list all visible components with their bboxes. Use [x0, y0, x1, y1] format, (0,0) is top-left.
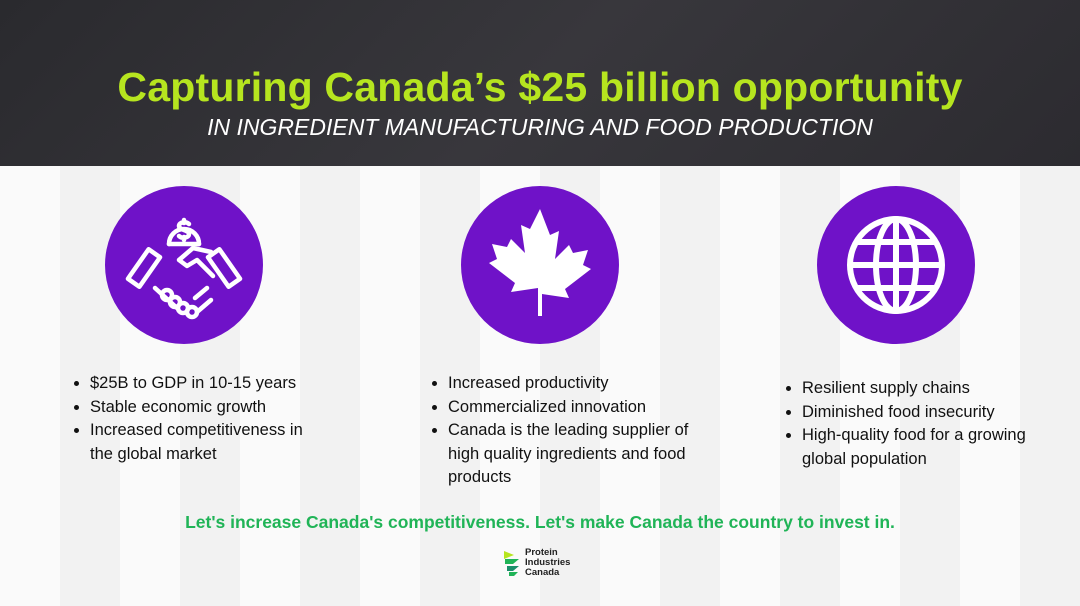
call-to-action: Let's increase Canada's competitiveness.… [185, 512, 895, 532]
protein-industries-canada-logo: Protein Industries Canada [503, 548, 570, 578]
header-banner: Capturing Canada’s $25 billion opportuni… [0, 0, 1080, 166]
page-subtitle: IN INGREDIENT MANUFACTURING AND FOOD PRO… [207, 114, 873, 140]
list-item: Stable economic growth [90, 396, 322, 420]
page-title: Capturing Canada’s $25 billion opportuni… [117, 64, 963, 110]
list-item: Commercialized innovation [448, 396, 700, 420]
list-item: Increased competitiveness in the global … [90, 419, 322, 466]
logo-text: Industries [525, 557, 571, 568]
globe-icon [817, 186, 975, 344]
list-item: High-quality food for a growing global p… [802, 424, 1034, 471]
list-item: Canada is the leading supplier of high q… [448, 419, 700, 490]
logo-text: Canada [525, 567, 560, 578]
logo-text: Protein [525, 547, 558, 558]
logo-mark-icon [504, 551, 519, 576]
list-item: Diminished food insecurity [802, 401, 1034, 425]
list-item: Resilient supply chains [802, 377, 1034, 401]
benefits-column-canada: Increased productivity Commercialized in… [430, 372, 700, 490]
maple-leaf-icon [461, 186, 619, 344]
benefits-column-global: Resilient supply chains Diminished food … [784, 377, 1034, 471]
handshake-dollar-icon [105, 186, 263, 344]
list-item: $25B to GDP in 10-15 years [90, 372, 322, 396]
list-item: Increased productivity [448, 372, 700, 396]
benefits-column-economy: $25B to GDP in 10-15 years Stable econom… [72, 372, 322, 466]
